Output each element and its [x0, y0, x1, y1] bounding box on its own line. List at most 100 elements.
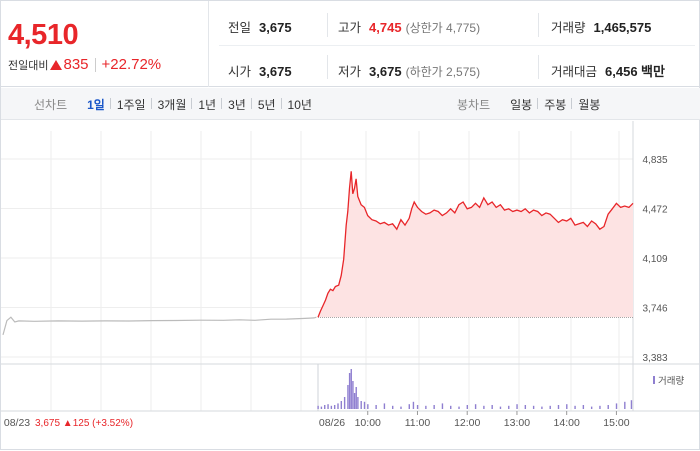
volume-bar: [317, 405, 319, 409]
price-box: 4,510 전일대비 835 +22.72%: [1, 1, 209, 87]
y-tick-label: 3,383: [642, 353, 667, 364]
volume-bar: [400, 406, 402, 409]
volume: 거래량 1,465,575: [551, 17, 651, 36]
trade-value-label: 거래대금: [551, 65, 598, 79]
tab-monthly[interactable]: 월봉: [571, 96, 606, 113]
open-price: 시가 3,675: [228, 61, 292, 80]
volume-bar: [327, 404, 329, 409]
tab-1d[interactable]: 1일: [87, 97, 105, 112]
tab-5y[interactable]: 5년: [250, 96, 282, 113]
quote-header: 4,510 전일대비 835 +22.72% 전일 3,675 고가 4,745 (상…: [1, 1, 700, 87]
volume-bar: [330, 405, 333, 409]
volume-bar: [337, 403, 339, 409]
chart-tabs: 선차트 1일 1주일 3개월 1년 3년 5년 10년 봉차트 일봉 주봉 월봉: [1, 88, 700, 120]
trade-value-value: 6,456: [605, 64, 638, 79]
upper-limit: (상한가 4,775): [405, 21, 481, 35]
volume-bar: [574, 405, 576, 409]
tab-3y[interactable]: 3년: [221, 96, 252, 113]
change-row: 전일대비 835 +22.72%: [8, 56, 161, 73]
divider: [327, 13, 328, 37]
volume-bar: [499, 406, 502, 409]
volume-bar: [367, 404, 369, 409]
volume-bar: [340, 401, 343, 409]
change-percent: +22.72%: [101, 56, 162, 73]
volume-bar: [343, 397, 346, 409]
volume-bar: [383, 403, 386, 409]
volume-bar: [541, 406, 543, 409]
volume-bar: [630, 400, 633, 409]
x-tick-label: 12:00: [454, 417, 480, 429]
low-value: 3,675: [369, 64, 402, 79]
volume-bar: [350, 369, 352, 409]
series-line: [317, 171, 634, 318]
volume-label: 거래량: [551, 21, 586, 35]
lower-limit-value: 2,575: [446, 65, 477, 79]
volume-bar: [412, 401, 415, 409]
tab-1w[interactable]: 1주일: [109, 96, 152, 113]
volume-bar: [320, 406, 323, 409]
volume-bar: [466, 405, 469, 409]
upper-limit-value: 4,775: [446, 21, 477, 35]
volume-bar: [599, 405, 601, 409]
volume-bar: [375, 405, 377, 409]
prev-close-label: 전일: [228, 21, 252, 35]
change-value: 835: [63, 56, 89, 73]
volume-bar: [590, 406, 593, 409]
tab-daily[interactable]: 일봉: [510, 97, 533, 112]
divider: [327, 55, 328, 79]
volume-bar: [474, 404, 477, 409]
volume-bar: [624, 401, 626, 409]
tab-weekly[interactable]: 주봉: [537, 96, 572, 113]
change-label: 전일대비: [8, 59, 49, 72]
tab-10y[interactable]: 10년: [280, 96, 318, 113]
volume-bar: [441, 403, 444, 409]
volume-bar: [355, 387, 357, 409]
volume-bar: [357, 397, 359, 409]
divider: [538, 13, 539, 37]
volume-value: 1,465,575: [593, 20, 652, 35]
volume-bar: [607, 405, 609, 409]
open-value: 3,675: [259, 64, 292, 79]
x-tick-label: 10:00: [355, 417, 381, 429]
x-tick-label: 14:00: [554, 417, 580, 429]
volume-bar: [450, 405, 452, 409]
volume-bar: [348, 373, 351, 409]
volume-legend-swatch: [653, 376, 655, 384]
volume-bar: [433, 405, 435, 409]
prev-close: 전일 3,675: [228, 17, 292, 36]
up-arrow-icon: [50, 59, 63, 70]
x-tick-label: 08/26: [319, 417, 345, 429]
prev-day-series-line: [2, 316, 317, 336]
price-chart[interactable]: 4,835 4,472 4,109 3,746 3,383 거래량 08/23 08/26 10…: [1, 121, 700, 451]
volume-bar: [483, 405, 485, 409]
y-tick-label: 4,835: [642, 155, 667, 166]
candle-chart-heading: 봉차트: [457, 97, 491, 112]
volume-bar: [615, 403, 618, 409]
volume-bar: [352, 381, 354, 409]
line-chart-tabs: 선차트 1일 1주일 3개월 1년 3년 5년 10년: [34, 88, 318, 120]
volume-bar: [324, 405, 326, 409]
current-price: 4,510: [8, 19, 79, 51]
volume-bar: [524, 405, 527, 409]
lower-limit: (하한가 2,575): [405, 65, 481, 79]
volume-bar: [392, 405, 394, 409]
divider: [219, 45, 695, 46]
tab-1y[interactable]: 1년: [191, 96, 222, 113]
divider: [538, 55, 539, 79]
y-tick-label: 3,746: [642, 304, 667, 315]
tab-3m[interactable]: 3개월: [150, 96, 193, 113]
volume-bar: [508, 405, 510, 409]
prev-close-value: 3,675: [259, 20, 292, 35]
line-chart-heading: 선차트: [34, 97, 68, 112]
change-divider: [94, 57, 96, 72]
volume-bar: [491, 405, 493, 409]
y-tick-label: 4,109: [642, 254, 667, 265]
high-price: 고가 4,745 (상한가 4,775): [338, 17, 480, 36]
trade-value-unit: 백만: [641, 64, 665, 79]
volume-bar: [516, 404, 518, 409]
x-tick-label: 15:00: [603, 417, 629, 429]
y-tick-label: 4,472: [642, 205, 667, 216]
series-area: [318, 171, 633, 318]
volume-bar: [408, 404, 410, 409]
x-tick-label: 11:00: [405, 417, 431, 429]
